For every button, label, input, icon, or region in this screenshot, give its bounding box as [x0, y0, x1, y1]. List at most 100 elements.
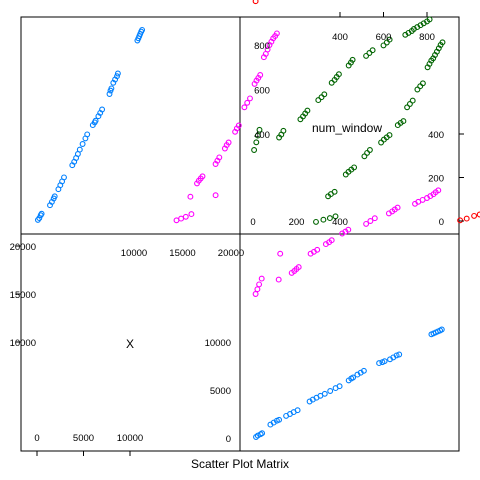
axis-ticks: 400 600 800 0 200 400 400 600 800 0 200 400 10000 150…: [10, 12, 464, 456]
tick-label-num-window-bottom: 400: [332, 217, 348, 228]
data-point: [304, 107, 311, 114]
data-point: [409, 97, 416, 104]
panel-num-window-vs-x: [251, 0, 445, 440]
data-point: [419, 80, 426, 87]
data-point: [363, 220, 370, 227]
data-point: [336, 383, 343, 390]
tick-label-num-window-right: 0: [439, 217, 444, 228]
data-point: [332, 213, 339, 220]
tick-label-num-window-bottom: 0: [250, 217, 255, 228]
data-point: [114, 70, 121, 77]
data-point: [273, 30, 280, 37]
data-point: [364, 149, 371, 156]
data-point: [106, 91, 113, 97]
data-point: [328, 79, 335, 86]
data-point: [326, 215, 333, 222]
data-point: [386, 132, 393, 139]
data-point: [366, 147, 373, 153]
data-point: [313, 218, 319, 225]
data-point: [247, 95, 253, 102]
data-point: [376, 360, 383, 367]
data-point: [350, 374, 357, 381]
data-point: [79, 141, 86, 147]
tick-label-x-left: 15000: [10, 290, 36, 301]
data-point: [188, 211, 195, 218]
chart-title: Scatter Plot Matrix: [191, 457, 289, 471]
data-point: [51, 193, 58, 200]
data-point: [275, 276, 282, 283]
data-point: [99, 106, 106, 113]
data-point: [439, 39, 446, 46]
data-point: [257, 72, 264, 78]
data-point: [187, 193, 194, 200]
tick-label-num-window-top: 600: [376, 32, 392, 43]
tick-label-x-bottom: 10000: [117, 433, 143, 444]
data-point: [199, 173, 206, 180]
data-point: [212, 192, 219, 199]
data-point: [426, 16, 433, 23]
data-point: [320, 216, 327, 223]
data-point: [258, 275, 265, 282]
tick-label-x-right: 0: [226, 434, 231, 445]
data-point: [92, 117, 99, 124]
data-point: [327, 388, 334, 394]
data-point: [76, 146, 83, 153]
data-point: [178, 215, 185, 222]
data-point: [367, 218, 374, 224]
data-point: [363, 52, 370, 59]
tick-label-x-left: 20000: [10, 242, 36, 253]
data-point: [295, 264, 302, 271]
data-point: [256, 281, 263, 288]
data-point: [369, 47, 376, 54]
data-point: [396, 351, 403, 358]
data-point: [244, 99, 251, 106]
tick-label-x-right: 5000: [210, 386, 231, 397]
variable-label-num-window: num_window: [312, 121, 382, 135]
data-point: [386, 36, 393, 43]
tick-label-num-window-left: 600: [254, 86, 270, 97]
data-point: [280, 127, 287, 134]
data-point: [114, 73, 120, 80]
data-point: [331, 188, 338, 195]
data-point: [349, 56, 356, 63]
data-point: [225, 139, 232, 146]
data-point: [36, 215, 43, 222]
data-point: [471, 212, 478, 219]
data-point: [328, 237, 335, 244]
data-point: [276, 416, 283, 423]
tick-label-x-top: 10000: [121, 248, 147, 259]
data-point: [251, 147, 258, 153]
data-point: [321, 390, 328, 397]
tick-label-x-left: 10000: [10, 338, 36, 349]
tick-label-num-window-right: 400: [428, 130, 444, 141]
data-point: [252, 0, 259, 5]
data-point: [318, 94, 325, 101]
data-point: [256, 126, 263, 133]
data-point: [378, 139, 385, 146]
data-point: [417, 83, 424, 90]
tick-label-x-bottom: 5000: [73, 433, 94, 444]
tick-label-num-window-right: 200: [428, 174, 444, 185]
data-point: [435, 187, 442, 194]
data-point: [345, 226, 352, 233]
tick-label-num-window-top: 800: [419, 32, 435, 43]
data-point: [235, 122, 242, 129]
data-point: [38, 210, 45, 217]
data-point: [393, 352, 400, 359]
data-point: [315, 97, 322, 104]
data-point: [321, 91, 328, 98]
data-point: [360, 367, 367, 374]
data-point: [252, 291, 259, 297]
tick-label-x-right: 10000: [205, 338, 231, 349]
data-point: [463, 215, 470, 222]
data-point: [457, 217, 464, 224]
data-point: [182, 213, 189, 220]
data-point: [335, 71, 342, 78]
data-point: [380, 42, 387, 49]
tick-label-x-top: 20000: [218, 248, 244, 259]
data-point: [406, 101, 413, 107]
data-point: [277, 250, 284, 257]
data-point: [394, 204, 401, 211]
data-point: [294, 407, 301, 414]
